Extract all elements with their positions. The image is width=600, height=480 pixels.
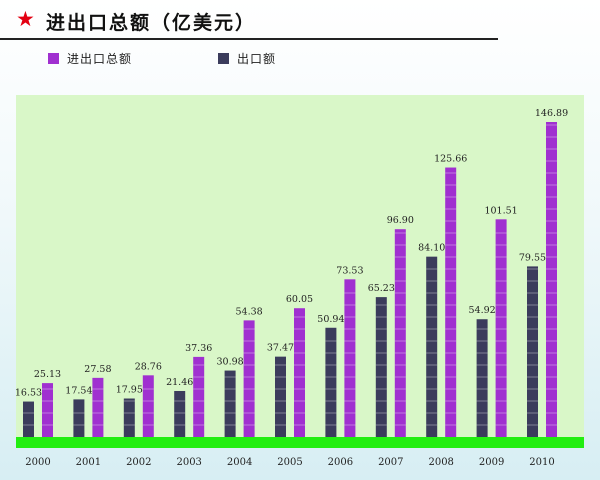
bar-total-2002 [142, 375, 154, 437]
bar-export-2007 [375, 297, 387, 437]
bar-export-2003 [174, 390, 186, 437]
data-label-export-2000: 16.53 [15, 388, 42, 399]
x-tick-label-2003: 2003 [176, 457, 201, 468]
x-tick-label-2005: 2005 [277, 457, 302, 468]
data-label-total-2006: 73.53 [336, 265, 363, 276]
data-label-export-2006: 50.94 [317, 314, 344, 325]
data-label-export-2005: 37.47 [267, 343, 294, 354]
data-label-export-2009: 54.92 [468, 305, 495, 316]
x-tick-label-2009: 2009 [479, 457, 504, 468]
data-label-total-2002: 28.76 [135, 361, 162, 372]
x-tick-label-2001: 2001 [76, 457, 101, 468]
data-label-export-2003: 21.46 [166, 377, 193, 388]
baseline-bar [16, 437, 584, 448]
x-tick-label-2008: 2008 [428, 457, 453, 468]
bar-export-2005 [275, 356, 286, 437]
data-label-total-2009: 101.51 [484, 205, 517, 216]
bar-total-2005 [294, 308, 305, 437]
bar-export-2001 [73, 399, 85, 437]
data-label-total-2003: 37.36 [185, 343, 212, 354]
bar-total-2001 [92, 377, 104, 437]
title-bar: ★ 进出口总额（亿美元） [0, 0, 600, 44]
legend-label-export: 出口额 [237, 51, 277, 66]
x-tick-label-2004: 2004 [227, 457, 252, 468]
bar-total-2000 [42, 383, 53, 437]
data-label-total-2005: 60.05 [286, 294, 313, 305]
x-tick-label-2006: 2006 [328, 457, 353, 468]
legend-item-export: 出口额 [218, 48, 276, 68]
star-icon: ★ [16, 7, 35, 31]
legend-item-total: 进出口总额 [48, 48, 132, 68]
data-label-total-2000: 25.13 [34, 369, 61, 380]
data-label-export-2008: 84.10 [418, 243, 445, 254]
x-tick-label-2007: 2007 [378, 457, 403, 468]
bar-export-2009 [476, 319, 488, 437]
data-label-total-2001: 27.58 [84, 364, 111, 375]
data-label-total-2004: 54.38 [235, 306, 262, 317]
chart-title: 进出口总额（亿美元） [46, 12, 257, 34]
legend-swatch-total [48, 52, 59, 64]
bar-total-2004 [243, 320, 255, 437]
data-label-export-2001: 17.54 [65, 385, 92, 396]
bar-export-2002 [123, 398, 135, 437]
bar-export-2008 [426, 256, 438, 437]
bar-export-2006 [325, 327, 337, 437]
legend: 进出口总额 出口额 [0, 48, 600, 70]
bar-export-2004 [224, 370, 236, 437]
data-label-export-2002: 17.95 [116, 385, 143, 396]
x-tick-label-2000: 2000 [25, 457, 50, 468]
data-label-total-2008: 125.66 [434, 154, 467, 165]
title-underline [0, 38, 498, 40]
bar-export-2000 [23, 401, 34, 437]
bar-total-2006 [344, 279, 356, 437]
bar-total-2003 [193, 356, 205, 437]
bar-total-2007 [394, 229, 406, 437]
bar-total-2010 [546, 122, 557, 437]
bar-total-2009 [495, 219, 507, 437]
data-label-export-2007: 65.23 [368, 283, 395, 294]
data-label-total-2007: 96.90 [387, 215, 414, 226]
data-label-export-2004: 30.98 [216, 357, 243, 368]
x-tick-label-2002: 2002 [126, 457, 151, 468]
x-tick-label-2010: 2010 [529, 457, 554, 468]
data-label-total-2010: 146.89 [535, 108, 568, 119]
bar-export-2010 [527, 266, 538, 437]
legend-label-total: 进出口总额 [67, 51, 133, 66]
bar-total-2008 [445, 167, 457, 438]
data-label-export-2010: 79.55 [519, 252, 546, 263]
legend-swatch-export [218, 52, 229, 64]
